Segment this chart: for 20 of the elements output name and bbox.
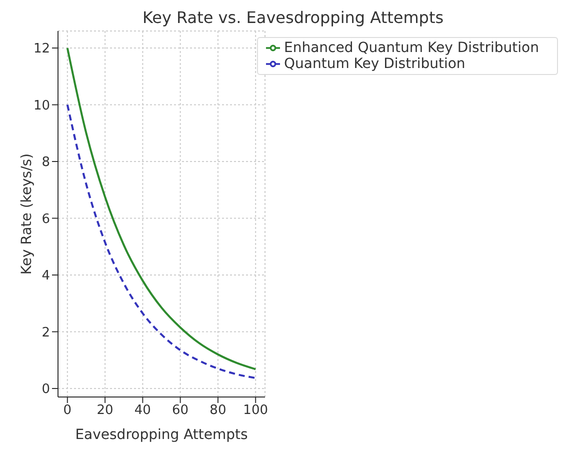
- line-series: [66, 104, 257, 379]
- y-tick-label: 8: [42, 155, 50, 170]
- x-tick-label: 40: [134, 403, 151, 418]
- y-tick-label: 10: [33, 98, 50, 114]
- chart-title: Key Rate vs. Eavesdropping Attempts: [141, 8, 445, 27]
- y-tick-label: 4: [42, 268, 50, 284]
- x-axis-title: Eavesdropping Attempts: [75, 426, 248, 443]
- y-tick-label: 2: [42, 325, 50, 340]
- legend-label: Enhanced Quantum Key Distribution: [284, 40, 539, 56]
- y-tick-label: 6: [42, 212, 50, 227]
- x-tick-label: 60: [172, 403, 189, 418]
- y-tick-label: 12: [33, 42, 50, 57]
- y-axis-title: Key Rate (keys/s): [18, 153, 35, 275]
- y-tick-label: 0: [42, 382, 50, 398]
- line-series: [66, 47, 257, 370]
- x-tick-label: 20: [96, 403, 114, 418]
- x-tick-label: 100: [243, 403, 268, 418]
- x-tick-label: 0: [63, 403, 72, 418]
- x-tick-label: 80: [210, 403, 226, 418]
- legend-label: Quantum Key Distribution: [284, 56, 466, 72]
